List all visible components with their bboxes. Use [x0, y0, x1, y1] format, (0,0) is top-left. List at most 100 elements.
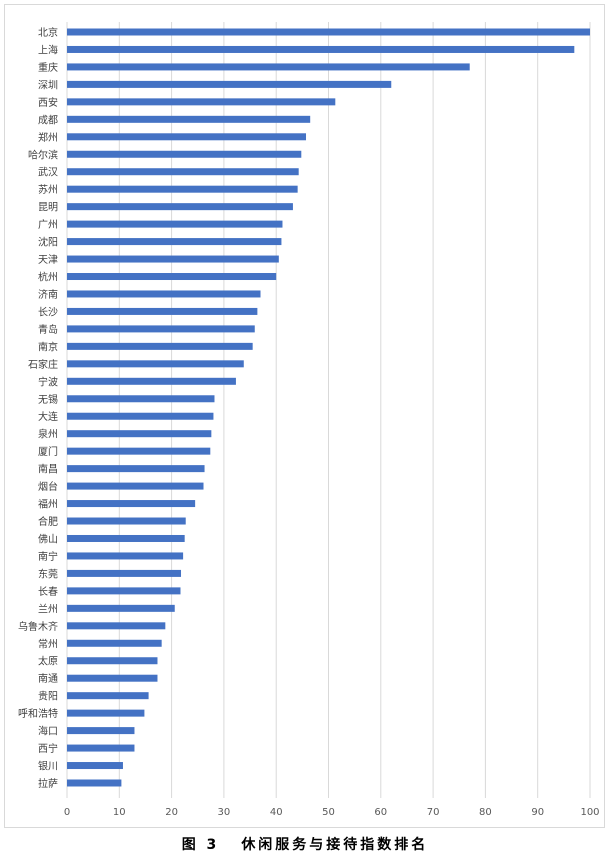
- bar: [67, 80, 392, 88]
- category-label: 银川: [38, 760, 58, 773]
- category-label: 厦门: [38, 445, 58, 458]
- bar: [67, 98, 336, 106]
- bar: [67, 447, 211, 455]
- bar: [67, 115, 311, 123]
- bar: [67, 569, 182, 577]
- category-label: 深圳: [38, 79, 58, 91]
- figure-caption: 图 3 休闲服务与接待指数排名: [0, 834, 610, 854]
- category-label: 合肥: [38, 515, 58, 528]
- category-label: 佛山: [38, 532, 58, 545]
- bar: [67, 482, 204, 490]
- bar: [67, 133, 307, 141]
- category-label: 福州: [38, 498, 58, 511]
- category-label: 长春: [38, 586, 58, 598]
- bar: [67, 622, 166, 630]
- bar: [67, 727, 135, 735]
- category-label: 苏州: [38, 183, 58, 196]
- category-label: 太原: [38, 655, 58, 668]
- bar: [67, 552, 184, 560]
- category-label: 西安: [38, 96, 58, 109]
- x-tick-label: 70: [427, 807, 440, 818]
- bar: [67, 639, 162, 647]
- x-tick-label: 10: [113, 807, 126, 818]
- bar: [67, 430, 212, 438]
- category-label: 郑州: [38, 131, 58, 144]
- category-label: 呼和浩特: [18, 708, 58, 720]
- x-tick-label: 0: [64, 807, 70, 818]
- bar: [67, 692, 149, 700]
- x-tick-label: 60: [374, 807, 387, 818]
- category-label: 烟台: [38, 480, 58, 493]
- bar: [67, 203, 293, 211]
- bar: [67, 412, 214, 420]
- bar: [67, 377, 236, 385]
- category-label: 东莞: [38, 567, 58, 580]
- category-label: 北京: [38, 26, 58, 39]
- category-label: 兰州: [38, 602, 58, 615]
- x-tick-label: 30: [218, 807, 231, 818]
- category-label: 南通: [38, 672, 58, 685]
- category-label: 海口: [38, 725, 58, 738]
- bar: [67, 168, 299, 176]
- category-label: 重庆: [38, 61, 58, 74]
- bar: [67, 185, 298, 193]
- bar: [67, 517, 186, 525]
- x-tick-label: 90: [531, 807, 544, 818]
- bar: [67, 63, 470, 71]
- bar: [67, 28, 590, 36]
- bar: [67, 290, 261, 298]
- category-label: 南昌: [38, 463, 58, 476]
- bar: [67, 325, 255, 333]
- bar: [67, 255, 279, 263]
- category-label: 沈阳: [38, 236, 58, 249]
- bar: [67, 465, 205, 473]
- category-label: 石家庄: [28, 358, 58, 371]
- category-label: 杭州: [38, 271, 58, 284]
- category-label: 哈尔滨: [28, 148, 58, 161]
- x-tick-label: 80: [479, 807, 492, 818]
- figure-title: 休闲服务与接待指数排名: [241, 837, 429, 853]
- x-tick-label: 20: [165, 807, 178, 818]
- category-label: 上海: [38, 43, 58, 56]
- bar: [67, 238, 282, 246]
- bar: [67, 674, 158, 682]
- x-tick-label: 40: [270, 807, 283, 818]
- bar: [67, 587, 181, 595]
- category-label: 成都: [38, 114, 58, 126]
- figure-number: 图 3: [181, 837, 220, 853]
- bar: [67, 709, 145, 717]
- category-label: 常州: [38, 637, 58, 650]
- bar: [67, 220, 283, 228]
- category-label: 广州: [38, 219, 58, 231]
- x-tick-label: 100: [580, 807, 599, 818]
- bar: [67, 604, 175, 612]
- category-label: 昆明: [38, 202, 58, 214]
- category-label: 青岛: [38, 323, 58, 336]
- bar: [67, 744, 135, 752]
- bar: [67, 150, 302, 158]
- bar: [67, 500, 196, 508]
- x-tick-label: 50: [322, 807, 335, 818]
- bar: [67, 45, 575, 53]
- bar: [67, 779, 122, 787]
- category-label: 宁波: [38, 375, 58, 388]
- bar: [67, 342, 253, 350]
- bar-chart: 0 10 20 30 40 50 60 70 80 90 100 北京上海重庆深圳西安成都郑州哈尔滨武…: [18, 22, 600, 818]
- category-label: 无锡: [38, 393, 58, 406]
- bar: [67, 657, 158, 665]
- bar: [67, 360, 244, 368]
- category-label: 泉州: [38, 428, 58, 441]
- category-label: 乌鲁木齐: [18, 620, 58, 633]
- category-label: 贵阳: [38, 690, 58, 703]
- category-label: 大连: [38, 410, 58, 423]
- bar: [67, 307, 258, 315]
- bar: [67, 534, 185, 542]
- bar: [67, 395, 215, 403]
- category-label: 西宁: [38, 742, 58, 755]
- bar: [67, 273, 277, 281]
- category-label: 南宁: [38, 550, 58, 563]
- category-label: 天津: [38, 254, 58, 266]
- category-label: 武汉: [38, 166, 58, 179]
- bar: [67, 762, 123, 770]
- category-label: 南京: [38, 340, 58, 353]
